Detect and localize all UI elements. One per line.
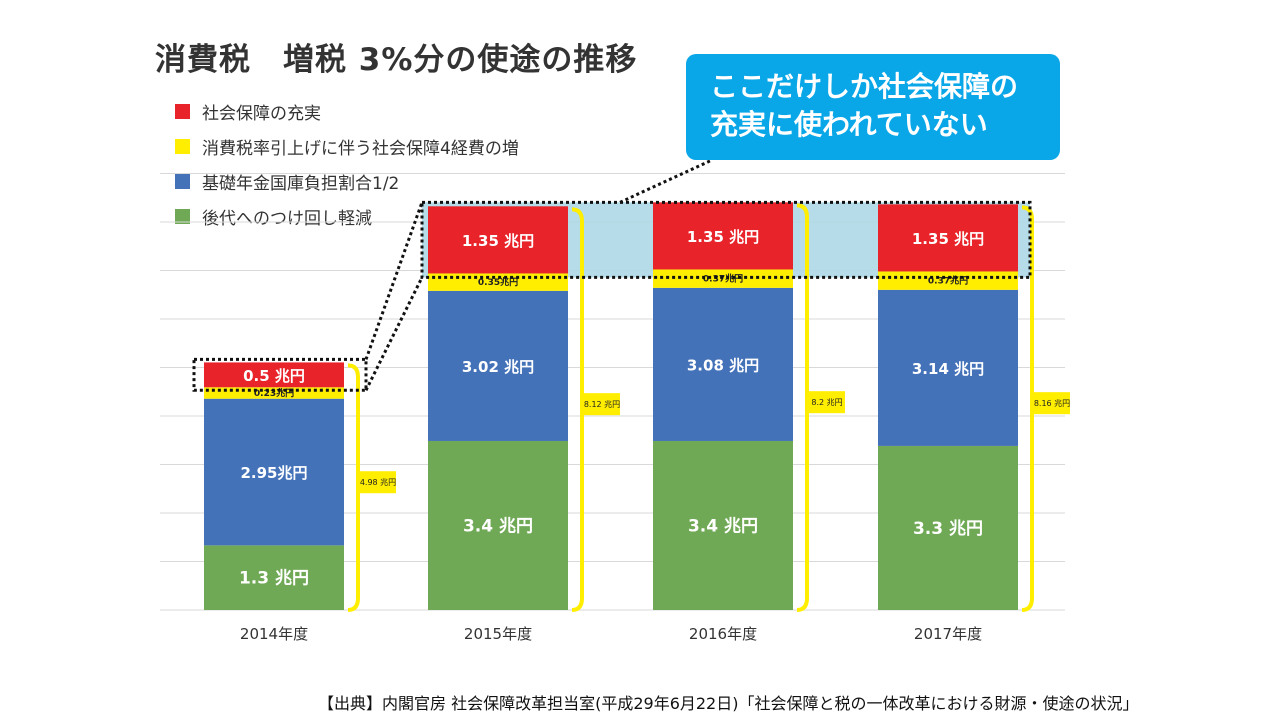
- legend-item-future-burden: 後代へのつけ回し軽減: [175, 199, 519, 234]
- bar-segment-green: [878, 445, 1018, 610]
- x-axis-tick-label: 2016年度: [689, 625, 757, 643]
- highlight-dotted-border-2014: [192, 357, 368, 392]
- legend-swatch-blue: [175, 174, 190, 189]
- total-label-box: [1034, 392, 1070, 415]
- legend-swatch-yellow: [175, 139, 190, 154]
- legend-label: 後代へのつけ回し軽減: [202, 209, 372, 229]
- bar-segment-blue: [428, 290, 568, 441]
- segment-value-label: 2.95兆円: [240, 464, 307, 482]
- total-bracket: [347, 363, 360, 612]
- legend-swatch-green: [175, 209, 190, 224]
- segment-value-label: 3.08 兆円: [687, 356, 759, 374]
- bar-segment-green: [204, 545, 344, 610]
- bar-segment-red: [653, 202, 793, 270]
- callout-box: ここだけしか社会保障の 充実に使われていない: [686, 54, 1060, 160]
- total-value-label: 8.12 兆円: [584, 399, 620, 409]
- segment-value-label: 3.02 兆円: [462, 358, 534, 376]
- legend-label: 消費税率引上げに伴う社会保障4経費の増: [202, 139, 519, 159]
- bar-segment-red: [204, 362, 344, 388]
- segment-value-label: 3.14 兆円: [912, 360, 984, 378]
- segment-value-label: 3.4 兆円: [463, 516, 533, 536]
- x-axis-tick-label: 2015年度: [464, 625, 532, 643]
- legend-item-four-expenses: 消費税率引上げに伴う社会保障4経費の増: [175, 129, 519, 164]
- chart-title: 消費税 増税 3%分の使途の推移: [155, 42, 638, 78]
- bar-segment-red: [878, 204, 1018, 272]
- segment-value-label: 1.35 兆円: [462, 232, 534, 250]
- callout-line-2: 充実に使われていない: [710, 108, 988, 141]
- bar-segment-red: [428, 206, 568, 274]
- legend-item-social-security-enhancement: 社会保障の充実: [175, 94, 519, 129]
- segment-value-label: 0.35兆円: [478, 276, 518, 288]
- total-bracket: [796, 203, 809, 612]
- total-label-box: [360, 471, 396, 494]
- legend-label: 基礎年金国庫負担割合1/2: [202, 174, 400, 194]
- bar-segment-blue: [204, 398, 344, 546]
- total-value-label: 8.2 兆円: [811, 397, 842, 407]
- bar-segment-green: [428, 440, 568, 610]
- bar-segment-yellow: [204, 387, 344, 399]
- total-label-box: [584, 393, 620, 416]
- x-axis-tick-label: 2017年度: [914, 625, 982, 643]
- segment-value-label: 1.3 兆円: [239, 569, 309, 589]
- legend-label: 社会保障の充実: [202, 104, 321, 124]
- source-citation: 【出典】内閣官房 社会保障改革担当室(平成29年6月22日)「社会保障と税の一体…: [318, 694, 1139, 713]
- connector-line-top: [364, 201, 424, 360]
- total-bracket: [1021, 205, 1034, 612]
- total-label-box: [809, 391, 845, 414]
- segment-value-label: 0.5 兆円: [243, 367, 305, 385]
- callout-line-1: ここだけしか社会保障の: [710, 70, 1019, 103]
- x-axis-tick-label: 2014年度: [240, 625, 308, 643]
- chart-legend: 社会保障の充実 消費税率引上げに伴う社会保障4経費の増 基礎年金国庫負担割合1/…: [175, 94, 519, 234]
- total-bracket: [571, 207, 584, 612]
- legend-swatch-red: [175, 104, 190, 119]
- highlight-dotted-border: [420, 200, 1032, 279]
- segment-value-label: 3.4 兆円: [688, 516, 758, 536]
- segment-value-label: 1.35 兆円: [687, 228, 759, 246]
- bar-segment-blue: [878, 289, 1018, 446]
- legend-item-basic-pension: 基礎年金国庫負担割合1/2: [175, 164, 519, 199]
- callout-pointer-line: [619, 158, 713, 204]
- bar-segment-blue: [653, 287, 793, 441]
- connector-line-bottom: [364, 276, 424, 391]
- bar-segment-green: [653, 440, 793, 610]
- total-value-label: 4.98 兆円: [360, 477, 396, 487]
- segment-value-label: 1.35 兆円: [912, 230, 984, 248]
- segment-value-label: 3.3 兆円: [913, 519, 983, 539]
- total-value-label: 8.16 兆円: [1034, 398, 1070, 408]
